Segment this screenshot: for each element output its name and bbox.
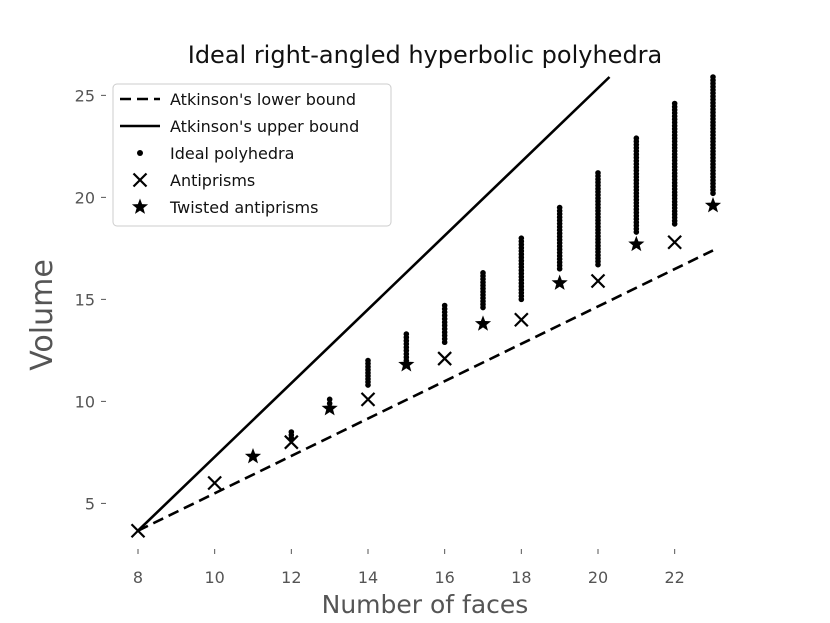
ideal-polyhedron-point [288, 429, 295, 435]
antiprism-point [437, 351, 452, 366]
x-tick-label: 16 [434, 568, 454, 587]
legend-label: Antiprisms [170, 171, 255, 190]
legend-dot-swatch [137, 150, 143, 156]
ideal-polyhedron-point [710, 74, 716, 80]
ideal-polyhedra-column [518, 235, 525, 303]
legend-item: Ideal polyhedra [137, 144, 294, 163]
y-tick-label: 25 [75, 86, 95, 105]
upper-bound-line [137, 76, 611, 532]
x-tick-label: 8 [133, 568, 143, 587]
legend-label: Atkinson's upper bound [170, 117, 359, 136]
plot-area [130, 74, 722, 539]
ideal-polyhedron-point [480, 270, 486, 276]
ideal-polyhedron-point [326, 396, 333, 403]
y-axis: 5 10 15 20 25 [75, 86, 106, 513]
ideal-polyhedra-column [633, 135, 640, 235]
antiprism-point [207, 475, 222, 491]
ideal-polyhedron-point [633, 135, 640, 142]
legend-box [112, 83, 392, 227]
lower-bound-line [137, 249, 714, 532]
legend-label: Ideal polyhedra [170, 144, 294, 163]
x-axis: 8 10 12 14 16 18 20 22 [133, 549, 685, 587]
ideal-polyhedra-column [710, 74, 716, 197]
antiprism-point [284, 434, 299, 450]
ideal-polyhedra-column [556, 204, 563, 272]
x-tick-label: 22 [664, 568, 684, 587]
chart-title: Ideal right-angled hyperbolic polyhedra [188, 41, 663, 69]
legend-label: Atkinson's lower bound [170, 90, 356, 109]
ideal-polyhedra-column [595, 170, 601, 268]
x-tick-label: 12 [281, 568, 301, 587]
ideal-polyhedron-point [671, 100, 678, 107]
ideal-polyhedra-column [480, 270, 486, 311]
twisted-antiprism-point [244, 447, 262, 464]
y-tick-label: 10 [75, 392, 95, 411]
x-tick-label: 18 [511, 568, 531, 587]
antiprism-point [360, 392, 376, 407]
antiprism-point [590, 273, 606, 289]
ideal-polyhedron-point [595, 170, 601, 176]
x-axis-label: Number of faces [322, 590, 529, 619]
legend-item: Antiprisms [132, 171, 255, 190]
legend-x-swatch [132, 172, 148, 188]
x-tick-label: 20 [588, 568, 608, 587]
ideal-polyhedra-column [441, 302, 448, 346]
legend: Atkinson's lower bound Atkinson's upper b… [112, 83, 392, 227]
ideal-polyhedron-point [518, 235, 525, 241]
twisted-antiprism-point [704, 197, 722, 213]
twisted-antiprism-point [398, 356, 415, 372]
ideal-polyhedron-point [403, 331, 410, 337]
ideal-polyhedron-point [365, 357, 371, 364]
antiprism-point [667, 234, 682, 250]
twisted-antiprism-point [551, 274, 568, 290]
ideal-polyhedra-column [671, 100, 678, 227]
antiprism-point [130, 523, 146, 539]
y-tick-label: 5 [85, 494, 95, 513]
y-tick-label: 20 [75, 188, 95, 207]
y-tick-label: 15 [75, 290, 95, 309]
x-tick-label: 14 [358, 568, 378, 587]
x-tick-label: 10 [204, 568, 224, 587]
antiprism-point [514, 312, 529, 328]
ideal-polyhedron-point [441, 302, 448, 309]
legend-label: Twisted antiprisms [169, 198, 318, 217]
legend-star-swatch [131, 198, 149, 214]
twisted-antiprism-point [628, 235, 645, 252]
y-axis-label: Volume [25, 259, 60, 371]
legend-item: Twisted antiprisms [131, 198, 318, 217]
twisted-antiprism-point [321, 400, 338, 416]
legend-item: Atkinson's upper bound [120, 117, 359, 136]
ideal-polyhedron-point [556, 204, 563, 211]
ideal-polyhedra-column [365, 357, 371, 388]
legend-item: Atkinson's lower bound [120, 90, 356, 109]
twisted-antiprism-point [474, 315, 492, 331]
